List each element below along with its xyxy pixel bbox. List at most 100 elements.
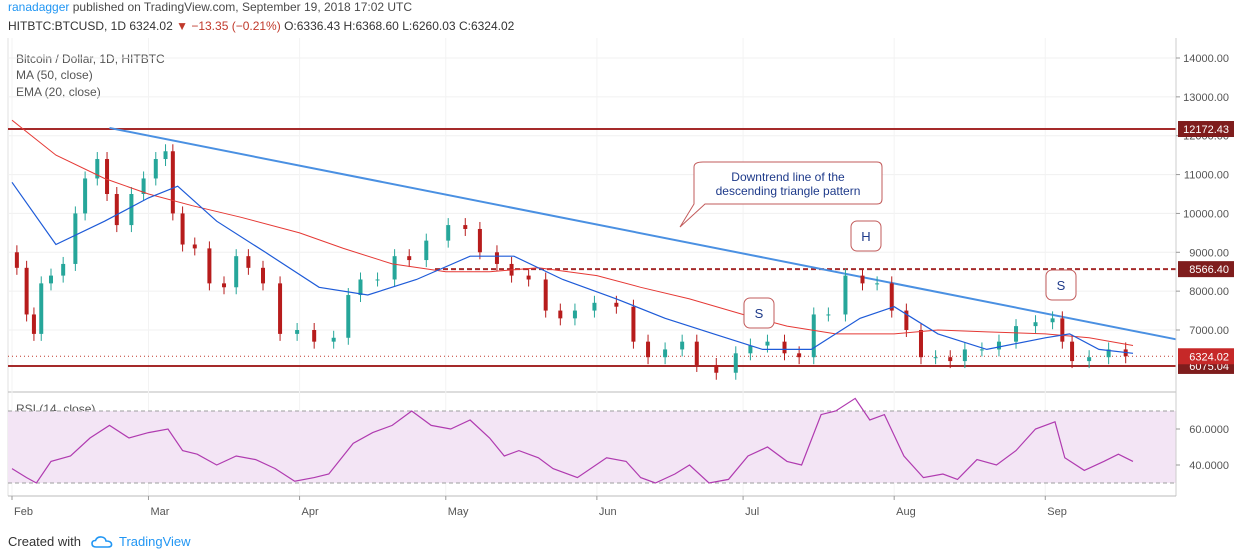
shoulder-right-box xyxy=(1045,269,1077,301)
high-value: H:6368.60 xyxy=(343,19,399,33)
candle-body xyxy=(733,353,738,373)
symbol-label: HITBTC:BTCUSD, 1D xyxy=(8,19,127,33)
candle-body xyxy=(95,159,100,179)
level-price-label: 6324.02 xyxy=(1189,351,1229,363)
candle-body xyxy=(1033,322,1038,327)
candle-body xyxy=(1014,326,1019,342)
candle-body xyxy=(24,267,29,315)
candle-body xyxy=(979,349,984,351)
shoulder-left-label: S xyxy=(755,306,764,321)
created-with-text: Created with xyxy=(8,534,81,549)
callout-line-1: Downtrend line of the xyxy=(731,170,845,184)
candle-body xyxy=(261,267,266,284)
level-price-label: 12172.43 xyxy=(1183,124,1229,136)
candle-body xyxy=(526,275,531,280)
rsi-line xyxy=(11,397,1134,484)
time-tick-label: Jun xyxy=(599,506,617,518)
ema20-line xyxy=(11,181,1134,354)
candle-body xyxy=(222,283,227,288)
candle-body xyxy=(948,357,953,362)
down-arrow-icon: ▼ xyxy=(176,19,188,33)
rsi-tick-label: 60.0000 xyxy=(1189,424,1229,436)
candle-body xyxy=(114,194,119,226)
candle-body xyxy=(407,256,412,261)
price-tick-label: 8000.00 xyxy=(1189,286,1229,298)
candle-body xyxy=(477,228,482,253)
level-price-label: 8566.40 xyxy=(1189,264,1229,276)
candle-body xyxy=(61,263,66,276)
time-tick-label: Sep xyxy=(1047,506,1067,518)
change-value: −13.35 (−0.21%) xyxy=(191,19,281,33)
head-box xyxy=(850,220,882,252)
candle-body xyxy=(904,310,909,330)
time-tick-label: Jul xyxy=(745,506,759,518)
head-label: H xyxy=(861,229,870,244)
candle-body xyxy=(962,349,967,362)
candle-body xyxy=(826,314,831,316)
candle-body xyxy=(494,252,499,264)
candle-body xyxy=(1050,318,1055,323)
candle-body xyxy=(246,256,251,268)
candle-body xyxy=(39,283,44,334)
rsi-band xyxy=(8,411,1176,483)
price-tick-label: 13000.00 xyxy=(1183,92,1229,104)
time-tick-label: May xyxy=(448,506,469,518)
candle-body xyxy=(797,353,802,358)
candle-body xyxy=(631,306,636,342)
candle-body xyxy=(73,213,78,264)
tradingview-link[interactable]: TradingView xyxy=(118,534,191,549)
shoulder-left-box xyxy=(743,297,775,329)
candle-body xyxy=(83,178,88,214)
candle-body xyxy=(714,364,719,373)
shoulder-right-label: S xyxy=(1057,278,1066,293)
candle-body xyxy=(1060,318,1065,342)
candle-body xyxy=(933,357,938,359)
candle-body xyxy=(765,341,770,346)
price-tick-label: 9000.00 xyxy=(1189,247,1229,259)
candle-body xyxy=(694,341,699,365)
candle-body xyxy=(592,302,597,311)
candle-body xyxy=(312,330,317,342)
candle-body xyxy=(558,310,563,319)
ma-legend: MA (50, close) xyxy=(16,68,93,82)
time-tick-label: Feb xyxy=(14,506,33,518)
candle-body xyxy=(295,330,300,334)
ohlc-bar: HITBTC:BTCUSD, 1D 6324.02 ▼ −13.35 (−0.2… xyxy=(8,19,514,33)
candle-body xyxy=(1087,357,1092,362)
price-tick-label: 7000.00 xyxy=(1189,325,1229,337)
candle-body xyxy=(153,159,158,179)
chart-title: Bitcoin / Dollar, 1D, HITBTC xyxy=(16,52,165,66)
candle-body xyxy=(424,240,429,261)
author-link[interactable]: ranadagger xyxy=(8,0,70,14)
level-price-tag xyxy=(1178,121,1234,138)
candle-body xyxy=(811,314,816,358)
candle-body xyxy=(843,275,848,315)
candle-body xyxy=(860,275,865,284)
price-tick-label: 10000.00 xyxy=(1183,208,1229,220)
ma50-line xyxy=(11,119,1134,346)
callout-box xyxy=(679,161,883,228)
candle-body xyxy=(105,159,110,194)
candle-body xyxy=(207,248,212,284)
tradingview-cloud-icon xyxy=(91,535,113,548)
candle-body xyxy=(996,341,1001,350)
candle-body xyxy=(782,341,787,354)
rsi-tick-label: 40.0000 xyxy=(1189,460,1229,472)
publish-text: published on TradingView.com, September … xyxy=(72,0,413,14)
candle-body xyxy=(392,256,397,280)
candle-body xyxy=(543,279,548,311)
callout-line-2: descending triangle pattern xyxy=(716,184,861,198)
price-tick-label: 14000.00 xyxy=(1183,53,1229,65)
candle-body xyxy=(278,283,283,334)
candle-body xyxy=(375,279,380,281)
price-tick-label: 11000.00 xyxy=(1184,170,1229,182)
candle-body xyxy=(1070,341,1075,362)
candle-body xyxy=(129,194,134,226)
candle-body xyxy=(663,349,668,358)
open-value: O:6336.43 xyxy=(284,19,341,33)
close-value: C:6324.02 xyxy=(458,19,515,33)
candle-body xyxy=(163,151,168,160)
publish-info: ranadagger published on TradingView.com,… xyxy=(0,0,1242,14)
candle-body xyxy=(614,302,619,307)
